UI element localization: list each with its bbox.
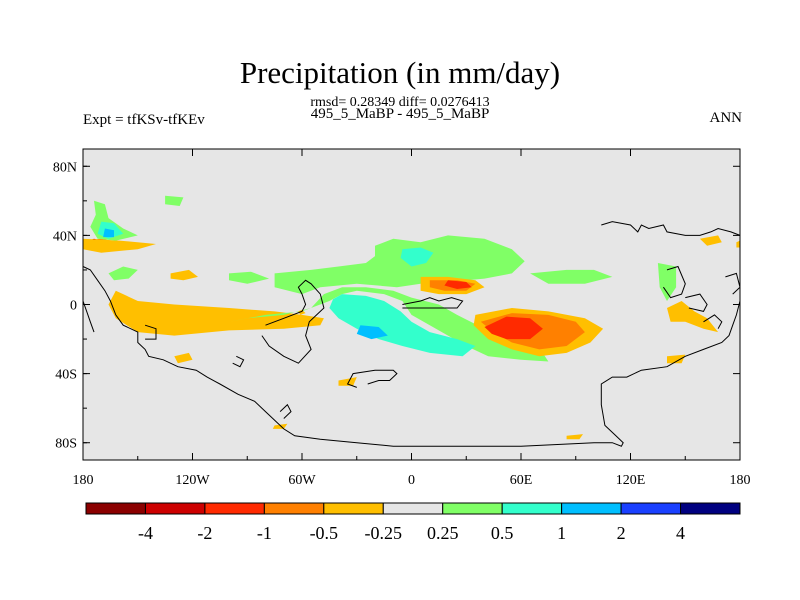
coastline-8 [601, 221, 741, 236]
axis-ticks: 180 120W 60W 0 60E 120E 180 80N 40N 0 40S 80S [53, 149, 751, 488]
chart-subtitle: 495_5_MaBP - 495_5_MaBP [310, 106, 490, 122]
contour-region-7 [108, 266, 138, 281]
colorbar-swatch [501, 502, 563, 515]
colorbar-label: 0.5 [491, 523, 514, 543]
contour-region-16 [400, 247, 434, 267]
coastline-10 [685, 293, 708, 312]
contour-region-11 [108, 290, 324, 336]
colorbar-label: -1 [257, 523, 272, 543]
x-tick-label: 120W [175, 473, 210, 488]
contour-region-27 [667, 301, 719, 333]
x-tick-label: 60E [510, 473, 533, 488]
colorbar-label: -4 [138, 523, 153, 543]
contour-region-6 [103, 228, 114, 238]
coastline-9 [662, 265, 686, 299]
y-tick-label: 0 [70, 299, 77, 314]
coastline-6 [346, 369, 398, 388]
colorbar-label: -0.25 [365, 523, 403, 543]
contour-region-9 [170, 269, 198, 281]
contour-region-33 [298, 309, 306, 315]
colorbar-swatch [204, 502, 265, 515]
colorbar-swatch [561, 502, 622, 515]
colorbar: -4 -2 -1 -0.5 -0.25 0.25 0.5 1 2 4 [85, 502, 741, 543]
colorbar-label: 0.25 [427, 523, 459, 543]
contour-region-31 [566, 434, 583, 440]
colorbar-label: 4 [676, 523, 685, 543]
coastline-11 [703, 314, 723, 329]
contour-region-32 [736, 240, 740, 248]
x-tick-label: 120E [616, 473, 646, 488]
contour-regions [83, 195, 740, 440]
colorbar-swatch [144, 502, 206, 515]
coastline-2 [144, 324, 157, 340]
stats-line: rmsd= 0.28349 diff= 0.0276413 [310, 95, 490, 110]
coastline-0 [82, 266, 741, 447]
colorbar-swatch [85, 502, 146, 515]
y-tick-label: 40N [53, 229, 77, 244]
colorbar-swatch [263, 502, 325, 515]
colorbar-swatch [620, 502, 682, 515]
coastline-3 [232, 355, 245, 368]
x-tick-label: 60W [288, 473, 316, 488]
contour-region-29 [272, 423, 288, 429]
contour-region-10 [229, 271, 270, 284]
coastlines [82, 221, 741, 447]
colorbar-label: -2 [197, 523, 212, 543]
contour-region-8 [165, 195, 184, 206]
contour-region-26 [657, 263, 677, 301]
contour-region-15 [329, 294, 476, 357]
contour-region-20 [444, 280, 472, 289]
chart-title: Precipitation (in mm/day) [239, 55, 561, 90]
contour-region-17 [356, 325, 388, 340]
colorbar-swatch [442, 502, 503, 515]
experiment-label: Expt = tfKSv-tfKEv [83, 112, 205, 128]
colorbar-label: 1 [557, 523, 566, 543]
coastline-1 [82, 300, 95, 333]
colorbar-label: -0.5 [310, 523, 339, 543]
coastline-12 [725, 272, 741, 295]
contour-region-23 [484, 316, 543, 340]
contour-region-12 [174, 352, 193, 364]
y-tick-label: 80S [55, 437, 77, 452]
x-tick-label: 180 [730, 473, 751, 488]
colorbar-label: 2 [617, 523, 626, 543]
colorbar-swatch [382, 502, 444, 515]
contour-region-3 [83, 238, 156, 253]
x-tick-label: 180 [73, 473, 94, 488]
season-label: ANN [709, 110, 743, 126]
coastline-7 [402, 297, 464, 309]
coastline-4 [261, 279, 325, 364]
y-tick-label: 40S [55, 368, 77, 383]
coastline-5 [279, 403, 292, 419]
contour-region-25 [530, 269, 613, 284]
x-tick-label: 0 [408, 473, 415, 488]
contour-region-28 [667, 354, 686, 364]
colorbar-swatch [323, 502, 384, 515]
y-tick-label: 80N [53, 160, 77, 175]
contour-region-14 [229, 287, 549, 362]
colorbar-swatch [680, 502, 741, 515]
contour-region-30 [699, 235, 722, 246]
contour-region-24 [338, 377, 357, 386]
